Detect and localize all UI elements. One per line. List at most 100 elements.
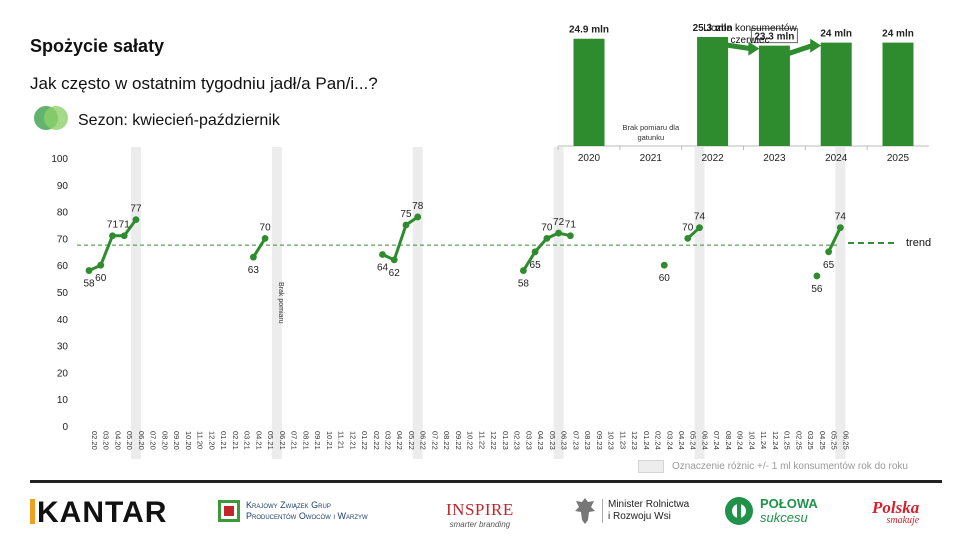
y-tick-label: 50: [57, 288, 69, 299]
x-tick-label: 12.21: [348, 431, 357, 450]
inset-label-box: [750, 28, 798, 44]
x-tick-label: 09.21: [313, 431, 322, 450]
y-tick-label: 60: [57, 261, 69, 272]
x-tick-label: 05.20: [125, 431, 134, 450]
x-tick-label: 04.24: [677, 431, 686, 450]
x-tick-label: 03.21: [243, 431, 252, 450]
x-tick-label: 10.21: [325, 431, 334, 450]
data-point-06.23: [555, 229, 562, 237]
x-tick-label: 02.24: [654, 431, 663, 450]
x-tick-label: 04.25: [818, 431, 827, 450]
highlight-band-06.23: [553, 147, 564, 459]
x-tick-label: 06.21: [278, 431, 287, 450]
highlight-band-06.22: [412, 147, 423, 459]
inset-value-label-2020: 24.9 mln: [569, 25, 609, 36]
inset-category-label: 2022: [701, 153, 724, 164]
inset-chart-title: Liczba konsumentów czerwiec: [703, 23, 797, 46]
inset-value-label-2024: 24 mln: [820, 29, 852, 40]
x-tick-label: 07.24: [712, 431, 721, 450]
data-label-02.20: 58: [83, 279, 95, 290]
highlight-band-06.20: [130, 147, 141, 459]
x-tick-label: 12.24: [771, 431, 780, 450]
series-line-2: [381, 215, 419, 262]
kantar-logo-text: KANTAR: [37, 496, 168, 529]
inset-change-arrowhead: [748, 41, 760, 56]
x-tick-label: 02.23: [513, 431, 522, 450]
x-tick-label: 12.20: [207, 431, 216, 450]
x-tick-label: 09.20: [172, 431, 181, 450]
x-tick-label: 03.23: [524, 431, 533, 450]
highlight-band-06.24: [694, 147, 705, 459]
data-point-06.20: [132, 216, 140, 224]
polska-line-1: Polska: [872, 498, 920, 517]
data-label-03.24: 60: [659, 273, 671, 284]
inset-bar-2020: [573, 38, 605, 146]
y-tick-label: 30: [57, 342, 69, 353]
highlight-band-06.21: [271, 147, 282, 459]
inset-bar-2022: [697, 37, 729, 147]
data-label-04.23: 65: [530, 260, 542, 271]
no-measurement-note: Brak pomiaru: [277, 282, 284, 324]
polska-smakuje-logo: Polska smakuje: [872, 498, 919, 526]
x-tick-label: 08.23: [583, 431, 592, 450]
x-tick-label: 07.20: [149, 431, 158, 450]
x-tick-label: 12.23: [630, 431, 639, 450]
inset-missing-label: gatunku: [637, 133, 664, 142]
data-label-05.20: 71: [119, 220, 131, 231]
data-label-05.23: 70: [541, 222, 553, 233]
x-tick-label: 11.23: [618, 431, 627, 449]
inset-value-label-2023: 23.3 mln: [754, 32, 794, 43]
trend-line-swatch: [848, 242, 894, 244]
x-tick-label: 09.23: [595, 431, 604, 450]
inset-change-arrow: [787, 43, 813, 57]
data-point-05.24: [684, 235, 692, 242]
x-tick-label: 06.25: [841, 431, 850, 450]
polowa-line-1: POŁOWA: [760, 496, 818, 511]
eagle-emblem-icon: [575, 498, 595, 524]
polska-line-2: smakuje: [886, 515, 920, 526]
footer-divider: [30, 480, 942, 483]
y-tick-label: 20: [57, 368, 69, 379]
differences-legend-swatch: [638, 460, 664, 473]
data-point-06.25: [836, 224, 844, 232]
data-label-05.25: 65: [823, 260, 835, 271]
ministry-line-1: Minister Rolnictwa: [608, 499, 690, 510]
x-tick-label: 01.22: [360, 431, 369, 450]
x-tick-label: 12.22: [489, 431, 498, 450]
data-label-06.25: 74: [835, 212, 847, 223]
x-tick-label: 04.23: [536, 431, 545, 450]
x-tick-label: 10.23: [607, 431, 616, 450]
inset-change-arrowhead: [810, 38, 822, 53]
x-tick-label: 06.23: [560, 431, 569, 450]
series-line-1: [252, 237, 267, 258]
x-tick-label: 05.21: [266, 431, 275, 450]
x-tick-label: 02.22: [372, 431, 381, 450]
data-point-05.25: [825, 248, 833, 256]
data-point-07.23: [566, 232, 574, 240]
x-tick-label: 05.22: [407, 431, 416, 450]
data-label-05.24: 70: [682, 222, 694, 233]
data-label-05.22: 75: [400, 209, 412, 220]
polowa-sukcesu-logo: POŁOWA sukcesu: [724, 496, 818, 526]
data-point-04.20: [109, 232, 116, 240]
data-label-05.21: 70: [260, 222, 272, 233]
x-tick-label: 07.23: [571, 431, 580, 450]
x-tick-label: 03.24: [665, 431, 674, 450]
data-point-03.22: [379, 251, 386, 258]
inset-missing-label: Brak pomiaru dla: [622, 123, 680, 132]
data-label-07.23: 71: [565, 220, 577, 231]
x-tick-label: 01.24: [642, 431, 651, 450]
y-tick-label: 40: [57, 315, 69, 326]
data-point-04.22: [390, 256, 398, 264]
data-point-03.24: [660, 261, 668, 269]
polowa-circle-icon: [725, 497, 753, 525]
y-tick-label: 10: [57, 395, 69, 406]
x-tick-label: 02.21: [231, 431, 240, 450]
x-tick-label: 05.23: [548, 431, 557, 450]
trend-legend-label: trend: [906, 237, 932, 249]
data-point-05.22: [402, 221, 410, 229]
data-point-06.24: [696, 224, 703, 232]
data-label-04.25: 56: [811, 284, 823, 295]
x-tick-label: 06.20: [137, 431, 146, 450]
